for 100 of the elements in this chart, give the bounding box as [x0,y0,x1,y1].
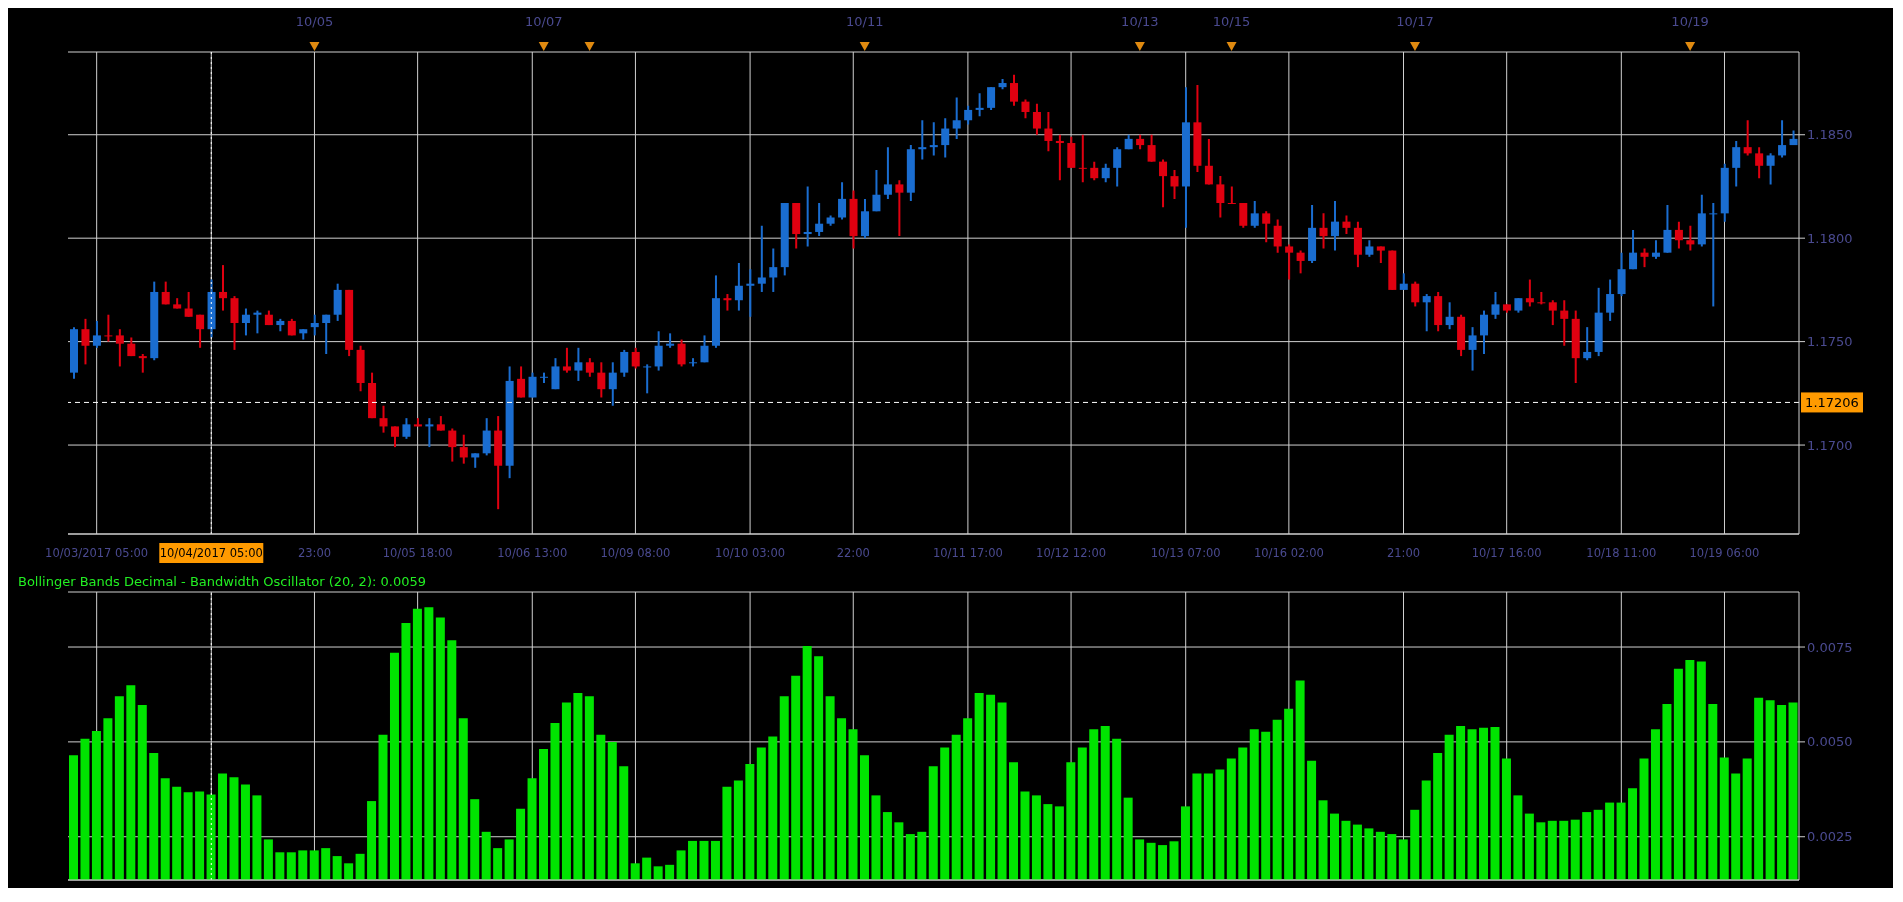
candlestick [1709,202,1718,308]
x-tick-label: 23:00 [297,546,332,560]
x-tick-label: 10/12 12:00 [1036,546,1107,560]
candlestick [1296,249,1305,275]
candlestick [1204,137,1213,186]
y-tick-label: 1.1750 [1807,334,1853,350]
candlestick [1468,326,1477,372]
candlestick [402,417,411,440]
candlestick [1010,73,1019,107]
candlestick [654,330,663,372]
candlestick [574,346,583,382]
candlestick [1651,239,1660,260]
x-tick-label: 10/10 03:00 [715,546,786,560]
x-tick-label: 22:00 [836,546,870,560]
candlestick [666,332,675,349]
candlestick [1491,290,1500,320]
candlestick [1480,309,1489,356]
candlestick [459,433,468,465]
candlestick [1055,133,1064,182]
candlestick [769,247,778,293]
candlestick [1227,185,1236,205]
candlestick [838,181,847,221]
candlestick [1285,243,1294,281]
candlestick [987,86,996,111]
candlestick [1583,326,1592,362]
candlestick [1445,301,1454,331]
candlestick [196,313,205,349]
candlestick [1663,204,1672,254]
candlestick [1330,199,1339,252]
candlestick [92,319,101,349]
candlestick [895,179,904,238]
candlestick [1422,293,1431,333]
candlestick [1262,210,1271,244]
candlestick [700,334,709,364]
candlestick [1629,228,1638,271]
y-tick-label: 1.1800 [1807,230,1853,246]
candlestick [929,121,938,157]
candlestick [138,353,147,374]
y-tick-label: 0.0050 [1807,734,1853,750]
candlestick [253,309,262,335]
candlestick [585,357,594,378]
text: 10/05 [295,14,334,29]
candlestick [941,117,950,159]
x-tick-label: 10/11 17:00 [932,546,1003,560]
candlestick [597,361,606,399]
candlestick [1640,247,1649,269]
text: 10/17 [1396,14,1434,29]
candlestick [803,185,812,248]
candlestick [1525,278,1534,308]
candlestick [952,96,961,140]
x-tick-label: 10/18 11:00 [1586,546,1657,560]
candlestick [1250,199,1259,229]
candlestick [1216,175,1225,219]
candlestick [425,417,434,449]
candlestick [1078,133,1087,184]
candlestick [643,363,652,395]
candlestick [1732,139,1741,188]
text: 10/11 [845,14,884,29]
x-tick-label: 10/05 18:00 [382,546,453,560]
x-tick-label: 10/03/2017 05:00 [45,546,149,560]
candlestick [918,119,927,161]
y-tick-label: 0.0075 [1807,639,1853,655]
candlestick [1273,218,1282,254]
candlestick [620,348,629,378]
x-tick-label: 10/06 13:00 [497,546,568,560]
candlestick [815,202,824,238]
candlestick [1319,212,1328,250]
candlestick [562,346,571,374]
candlestick [1743,119,1752,157]
candlestick [1548,299,1557,327]
candlestick [872,168,881,213]
candlestick [757,224,766,293]
candlestick [734,262,743,312]
y-tick-label: 1.1700 [1807,437,1853,453]
y-tick-label: 1.1850 [1807,127,1853,143]
candlestick [1686,224,1695,252]
text: 10/13 [1121,14,1159,29]
candlestick [1021,98,1030,120]
candlestick [322,313,331,356]
candlestick [241,307,250,337]
candlestick [1674,220,1683,250]
x-tick-label: 10/19 06:00 [1689,546,1760,560]
candlestick [310,313,319,337]
candlestick [482,417,491,457]
candlestick [1113,146,1122,188]
candlestick [184,290,193,318]
candlestick [104,313,113,343]
chart-title: Bollinger Bands Decimal - Bandwidth Oscillator (20, 2): 0.0059 [18,574,426,589]
candlestick [723,293,732,312]
candlestick [517,365,526,399]
candlestick [964,104,973,126]
x-tick-label: 21:00 [1386,546,1421,560]
candlestick [883,146,892,200]
candlestick [1147,133,1156,163]
candlestick [115,328,124,368]
candlestick [1159,158,1168,209]
text: 10/15 [1212,14,1251,29]
text: 10/19 [1671,14,1709,29]
candlestick [608,361,617,407]
candlestick [1044,110,1053,153]
